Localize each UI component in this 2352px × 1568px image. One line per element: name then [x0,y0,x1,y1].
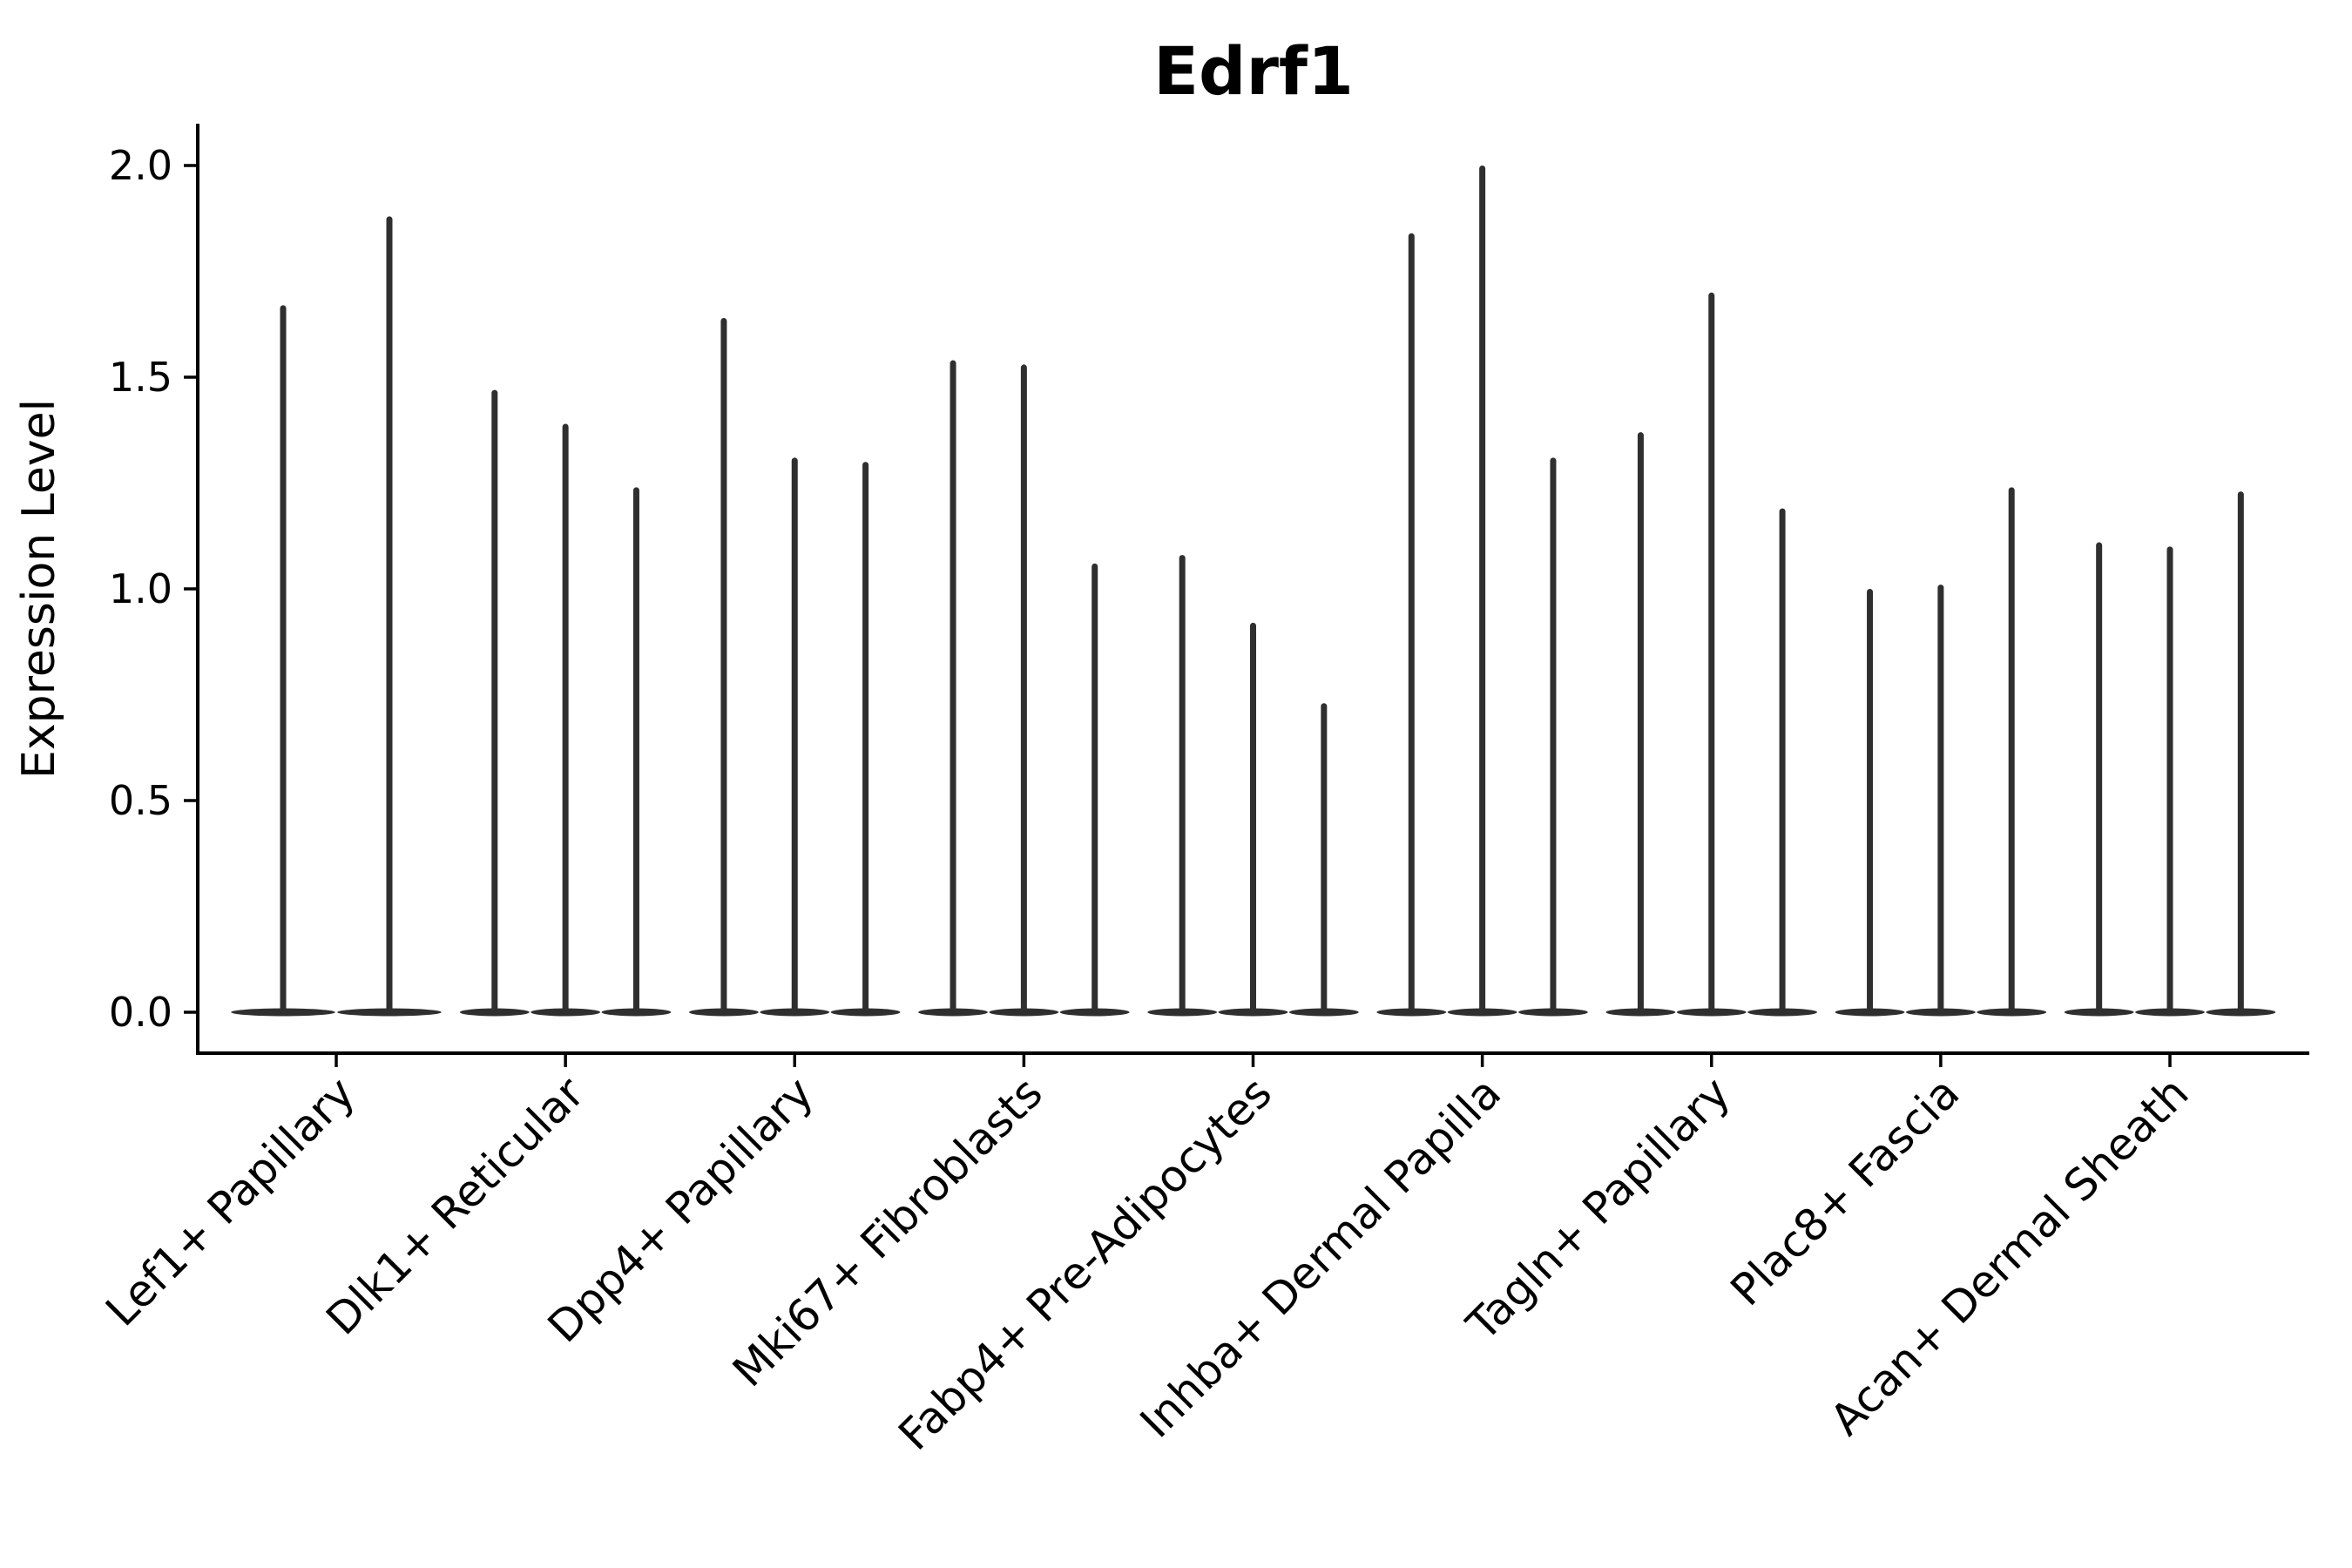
chart-title: Edrf1 [1153,32,1354,110]
y-tick-label: 1.5 [109,354,172,401]
y-axis-label: Expression Level [13,399,65,779]
x-tick-label: Lef1+ Papillary [96,1067,364,1335]
x-tick-label: Fabp4+ Pre-Adipocytes [889,1067,1281,1460]
y-tick-label: 0.0 [109,989,172,1036]
y-tick-label: 1.0 [109,565,172,612]
x-tick-label: Plac8+ Fascia [1721,1067,1970,1315]
y-tick-label: 2.0 [109,142,172,189]
y-tick-label: 0.5 [109,777,172,824]
